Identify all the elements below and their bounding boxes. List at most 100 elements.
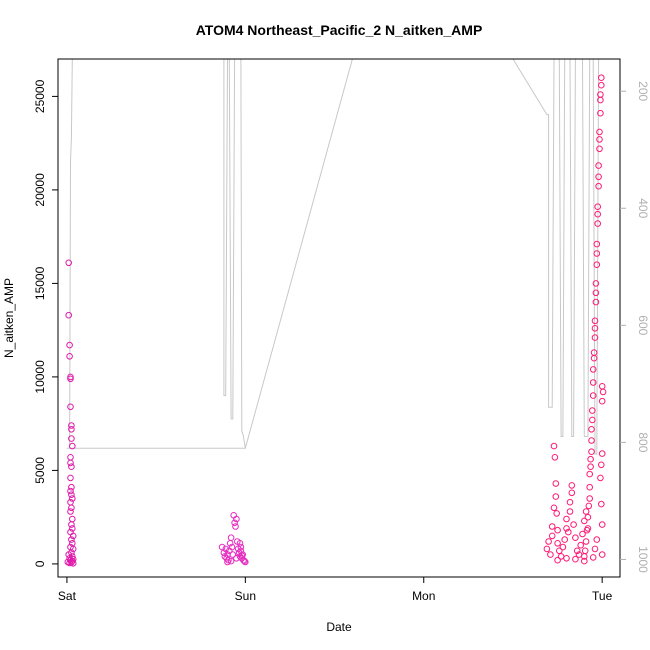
right-tick-label: 400 xyxy=(636,198,650,218)
data-point xyxy=(218,543,226,551)
data-point xyxy=(589,407,596,414)
data-point xyxy=(587,463,594,471)
data-point xyxy=(586,470,594,478)
data-point xyxy=(565,528,572,536)
data-point xyxy=(568,489,576,497)
data-point xyxy=(589,416,596,424)
data-point xyxy=(568,482,576,489)
data-point xyxy=(543,545,551,553)
right-tick-label: 600 xyxy=(636,315,650,335)
data-point xyxy=(598,461,605,469)
data-point xyxy=(598,500,605,508)
data-point xyxy=(589,554,597,561)
data-point xyxy=(545,538,552,545)
data-point xyxy=(67,459,74,467)
data-point xyxy=(588,426,595,433)
data-point xyxy=(583,526,591,534)
data-point xyxy=(548,523,556,530)
data-point xyxy=(596,145,603,153)
data-point xyxy=(595,182,602,190)
data-point xyxy=(241,557,248,565)
right-tick-label: 200 xyxy=(636,81,650,101)
data-point xyxy=(68,491,75,499)
data-point xyxy=(593,250,601,257)
data-point xyxy=(242,558,249,566)
y-tick-label: 5000 xyxy=(33,457,47,484)
y-tick-label: 15000 xyxy=(33,266,47,300)
data-point xyxy=(65,311,72,319)
data-point xyxy=(228,543,236,551)
data-point xyxy=(65,259,72,267)
data-point xyxy=(592,280,600,287)
data-point xyxy=(581,557,588,565)
data-point xyxy=(591,317,599,325)
data-point xyxy=(593,240,601,248)
data-point xyxy=(550,442,558,450)
points-layer xyxy=(64,74,607,567)
data-point xyxy=(591,325,599,332)
data-point xyxy=(231,519,238,527)
data-point xyxy=(594,210,602,218)
data-point xyxy=(595,162,602,169)
data-point xyxy=(66,559,73,567)
data-point xyxy=(563,555,570,562)
y-tick-label: 10000 xyxy=(33,360,47,394)
data-point xyxy=(589,379,597,386)
data-point xyxy=(69,495,76,502)
data-point xyxy=(592,298,600,306)
data-point xyxy=(584,513,592,521)
data-point xyxy=(237,543,245,551)
data-point xyxy=(233,555,240,562)
data-point xyxy=(224,558,231,566)
data-point xyxy=(596,136,603,143)
data-point xyxy=(597,109,604,117)
data-point xyxy=(563,515,570,523)
data-point xyxy=(582,538,590,545)
data-point xyxy=(594,220,602,227)
data-point xyxy=(232,523,239,530)
data-point xyxy=(573,547,581,555)
data-point xyxy=(554,556,561,564)
data-point xyxy=(68,521,75,528)
data-point xyxy=(585,502,593,510)
data-point xyxy=(68,422,75,429)
data-point xyxy=(570,521,577,528)
data-point xyxy=(554,540,561,547)
data-point xyxy=(593,536,601,543)
data-point xyxy=(586,495,594,502)
data-point xyxy=(548,532,556,540)
data-point xyxy=(556,547,563,555)
data-point xyxy=(227,557,235,565)
y-tick-label: 0 xyxy=(33,560,47,567)
data-point xyxy=(68,435,75,442)
data-point xyxy=(68,536,75,543)
data-point xyxy=(233,515,240,523)
data-point xyxy=(68,483,75,491)
data-point xyxy=(69,442,76,450)
data-point xyxy=(593,261,601,269)
data-point xyxy=(67,487,74,495)
data-point xyxy=(591,334,599,341)
data-point xyxy=(552,493,560,500)
data-point xyxy=(598,450,606,457)
data-point xyxy=(67,474,74,482)
data-point xyxy=(68,463,75,471)
right-axis: 200 400 600 800 1000 xyxy=(620,81,650,573)
data-point xyxy=(554,526,561,534)
data-point xyxy=(588,448,595,456)
data-point xyxy=(594,203,602,210)
x-tick-label: Sat xyxy=(58,589,77,603)
y-tick-label: 20000 xyxy=(33,173,47,207)
data-point xyxy=(597,474,604,482)
data-point xyxy=(547,551,554,558)
data-point xyxy=(592,289,600,297)
data-point xyxy=(561,536,569,543)
data-point xyxy=(551,454,559,461)
data-point xyxy=(590,354,598,362)
data-point xyxy=(597,96,604,104)
data-point xyxy=(67,375,74,383)
data-point xyxy=(236,540,244,547)
data-point xyxy=(586,483,594,491)
data-point xyxy=(553,510,561,517)
